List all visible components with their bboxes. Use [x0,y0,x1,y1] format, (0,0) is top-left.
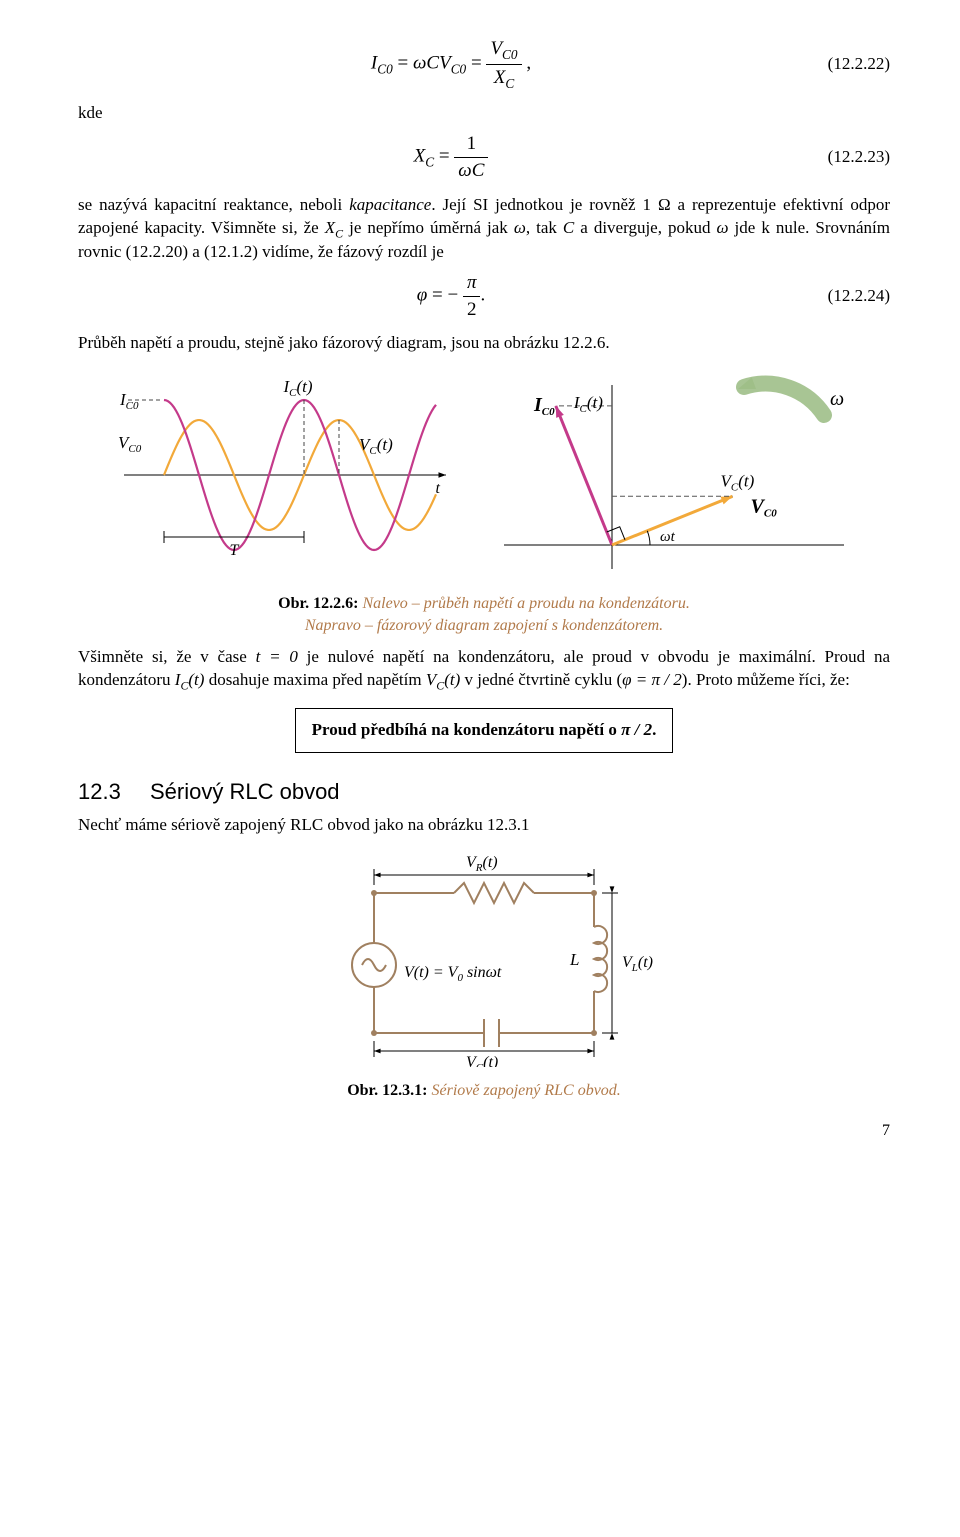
figure-12-2-6: IC0VC0IC(t)VC(t)Tt IC0IC(t)VC(t)VC0ωωt [78,375,890,575]
paragraph-3: Všimněte si, že v čase t = 0 je nulové n… [78,646,890,693]
waveform-plot: IC0 VC0 IC(t) VC(t) Tt [114,375,454,575]
paragraph-2: Průběh napětí a proudu, stejně jako fázo… [78,332,890,355]
eq-body: XC = 1 ωC [102,131,800,183]
svg-text:VR(t): VR(t) [466,854,498,874]
svg-text:IC(t): IC(t) [573,393,603,415]
equation-12-2-23: XC = 1 ωC (12.2.23) [78,131,890,183]
eq-number: (12.2.23) [800,146,890,169]
paragraph-1: se nazývá kapacitní reaktance, neboli ka… [78,194,890,264]
equation-12-2-22: IC0 = ωCVC0 = VC0 XC , (12.2.22) [78,36,890,92]
svg-text:VC0: VC0 [118,433,142,455]
svg-text:IC(t): IC(t) [282,377,312,399]
svg-text:VC(t): VC(t) [466,1054,498,1067]
svg-text:IC0: IC0 [119,390,139,412]
page-number: 7 [78,1120,890,1142]
section-heading-12-3: 12.3Sériový RLC obvod [78,777,890,807]
eq-number: (12.2.22) [800,53,890,76]
svg-text:ωt: ωt [660,529,676,545]
paragraph-4: Nechť máme sériově zapojený RLC obvod ja… [78,814,890,837]
eq-body: φ = − π 2 . [102,270,800,322]
figure-caption-12-3-1: Obr. 12.3.1: Sériově zapojený RLC obvod. [78,1080,890,1102]
equation-12-2-24: φ = − π 2 . (12.2.24) [78,270,890,322]
phasor-diagram: IC0 IC(t) VC(t)VC0 ω ωt [494,375,854,575]
figure-12-3-1: VR(t) L VL(t) VC(t) V(t) = V0 sinωt [78,847,890,1074]
figure-caption-12-2-6: Obr. 12.2.6: Nalevo – průběh napětí a pr… [78,593,890,636]
svg-text:VL(t): VL(t) [622,954,653,974]
svg-text:V(t) = V0 sinωt: V(t) = V0 sinωt [404,964,502,984]
kde-label: kde [78,102,890,125]
eq-body: IC0 = ωCVC0 = VC0 XC , [102,36,800,92]
svg-text:T: T [230,542,240,559]
svg-text:VC(t): VC(t) [359,435,393,457]
svg-text:L: L [569,950,579,969]
callout-box: Proud předbíhá na kondenzátoru napětí o … [295,708,674,753]
svg-text:VC(t): VC(t) [721,472,755,494]
svg-text:IC0: IC0 [533,394,555,418]
svg-text:ω: ω [830,388,844,410]
svg-text:VC0: VC0 [751,496,778,520]
rlc-circuit-diagram: VR(t) L VL(t) VC(t) V(t) = V0 sinωt [304,847,664,1067]
svg-text:t: t [436,480,441,497]
eq-number: (12.2.24) [800,285,890,308]
